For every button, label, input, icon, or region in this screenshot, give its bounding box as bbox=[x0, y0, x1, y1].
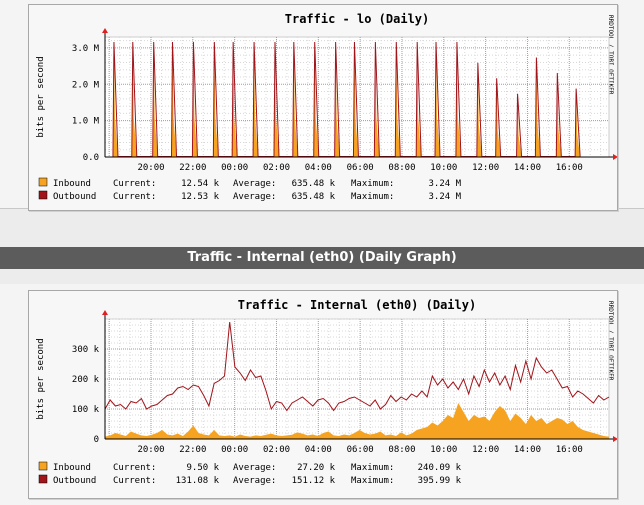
y-axis-label: bits per second bbox=[36, 338, 46, 419]
traffic-graph-lo: Traffic - lo (Daily) RRDTOOL / TOBI OETIK… bbox=[28, 4, 618, 211]
legend-maximum-label: Maximum: bbox=[351, 463, 394, 473]
y-tick-label: 0.0 bbox=[83, 153, 99, 163]
x-tick-label: 20:00 bbox=[137, 445, 164, 455]
legend-current-label: Current: bbox=[113, 192, 156, 202]
legend-current-value: 9.50 k bbox=[186, 463, 219, 473]
traffic-graph-eth0: Traffic - Internal (eth0) (Daily) RRDTOOL… bbox=[28, 290, 618, 499]
outbound-line bbox=[104, 321, 610, 412]
x-tick-label: 14:00 bbox=[514, 163, 541, 173]
legend-name: Inbound bbox=[53, 179, 91, 189]
x-tick-label: 06:00 bbox=[347, 445, 374, 455]
x-axis-arrow bbox=[613, 436, 617, 442]
legend-swatch bbox=[38, 190, 48, 200]
legend-current-value: 12.54 k bbox=[181, 179, 220, 189]
legend-average-label: Average: bbox=[233, 476, 276, 486]
legend-maximum-label: Maximum: bbox=[351, 192, 394, 202]
legend-maximum-label: Maximum: bbox=[351, 179, 394, 189]
inbound-area bbox=[105, 403, 609, 439]
x-tick-label: 12:00 bbox=[472, 445, 499, 455]
legend-current-value: 12.53 k bbox=[181, 192, 220, 202]
legend-maximum-value: 3.24 M bbox=[428, 179, 461, 189]
outbound-line bbox=[112, 42, 581, 157]
y-axis-arrow bbox=[102, 310, 108, 315]
traffic-chart-eth0: Traffic - Internal (eth0) (Daily) RRDTOOL… bbox=[36, 298, 617, 486]
legend-average-label: Average: bbox=[233, 463, 276, 473]
x-tick-label: 08:00 bbox=[388, 445, 415, 455]
x-tick-label: 10:00 bbox=[430, 163, 457, 173]
x-axis-arrow bbox=[613, 154, 617, 160]
legend-name: Outbound bbox=[53, 192, 96, 202]
legend-swatch bbox=[38, 177, 48, 187]
x-tick-label: 04:00 bbox=[305, 445, 332, 455]
legend-average-value: 635.48 k bbox=[292, 192, 336, 202]
legend-current-label: Current: bbox=[113, 463, 156, 473]
graph-title: Traffic - Internal (eth0) (Daily) bbox=[238, 298, 476, 312]
legend-maximum-value: 3.24 M bbox=[428, 192, 461, 202]
y-axis-arrow bbox=[102, 28, 108, 33]
legend-maximum-value: 240.09 k bbox=[418, 463, 462, 473]
legend-average-label: Average: bbox=[233, 179, 276, 189]
x-tick-label: 00:00 bbox=[221, 445, 248, 455]
y-tick-label: 100 k bbox=[72, 405, 100, 415]
legend-current-label: Current: bbox=[113, 476, 156, 486]
x-tick-label: 22:00 bbox=[179, 445, 206, 455]
y-tick-label: 1.0 M bbox=[72, 117, 100, 127]
y-axis-label: bits per second bbox=[36, 56, 46, 137]
y-tick-label: 2.0 M bbox=[72, 80, 100, 90]
y-tick-label: 200 k bbox=[72, 375, 100, 385]
legend-average-value: 151.12 k bbox=[292, 476, 336, 486]
y-tick-label: 0 bbox=[94, 435, 99, 445]
inbound-area bbox=[105, 44, 609, 157]
legend-name: Inbound bbox=[53, 463, 91, 473]
x-tick-label: 08:00 bbox=[388, 163, 415, 173]
legend-average-value: 635.48 k bbox=[292, 179, 336, 189]
y-tick-label: 3.0 M bbox=[72, 44, 100, 54]
traffic-chart-lo: Traffic - lo (Daily) RRDTOOL / TOBI OETIK… bbox=[36, 12, 617, 202]
legend-swatch bbox=[38, 474, 48, 484]
legend-average-label: Average: bbox=[233, 192, 276, 202]
legend-maximum-value: 395.99 k bbox=[418, 476, 462, 486]
legend-current-label: Current: bbox=[113, 179, 156, 189]
x-tick-label: 12:00 bbox=[472, 163, 499, 173]
section-header: Traffic - Internal (eth0) (Daily Graph) bbox=[0, 247, 644, 269]
plot-area bbox=[104, 36, 610, 158]
x-tick-label: 20:00 bbox=[137, 163, 164, 173]
x-tick-label: 02:00 bbox=[263, 163, 290, 173]
rrdtool-credit: RRDTOOL / TOBI OETIKER bbox=[607, 301, 614, 381]
x-tick-label: 02:00 bbox=[263, 445, 290, 455]
legend-swatch bbox=[38, 461, 48, 471]
y-tick-label: 300 k bbox=[72, 345, 100, 355]
rrdtool-credit: RRDTOOL / TOBI OETIKER bbox=[607, 15, 614, 95]
x-tick-label: 16:00 bbox=[556, 445, 583, 455]
legend-current-value: 131.08 k bbox=[176, 476, 220, 486]
x-tick-label: 22:00 bbox=[179, 163, 206, 173]
x-tick-label: 06:00 bbox=[347, 163, 374, 173]
x-tick-label: 14:00 bbox=[514, 445, 541, 455]
x-tick-label: 10:00 bbox=[430, 445, 457, 455]
graph-title: Traffic - lo (Daily) bbox=[285, 12, 430, 26]
legend-name: Outbound bbox=[53, 476, 96, 486]
x-tick-label: 04:00 bbox=[305, 163, 332, 173]
legend-average-value: 27.20 k bbox=[297, 463, 336, 473]
x-tick-label: 00:00 bbox=[221, 163, 248, 173]
legend-maximum-label: Maximum: bbox=[351, 476, 394, 486]
x-tick-label: 16:00 bbox=[556, 163, 583, 173]
